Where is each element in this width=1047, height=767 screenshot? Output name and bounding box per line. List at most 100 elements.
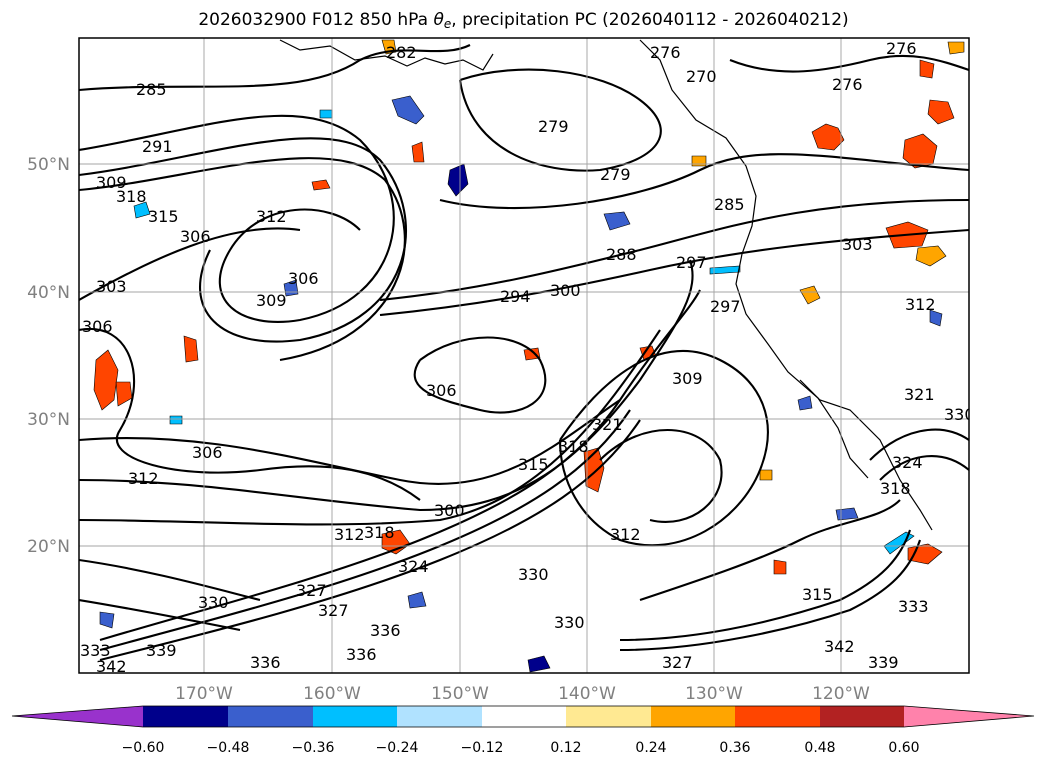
colorbar: −0.60 −0.48 −0.36 −0.24 −0.12 0.12 0.24 …: [11, 705, 1035, 756]
lat-label: 40°N: [27, 283, 70, 303]
colorbar-tick-label: −0.36: [292, 740, 335, 756]
contour-label: 318: [558, 437, 589, 456]
contour-label: 321: [904, 385, 935, 404]
contour-line: [619, 539, 921, 652]
contour-line: [79, 227, 301, 301]
precip-patch: [773, 559, 787, 575]
lon-label: 160°W: [303, 684, 361, 704]
colorbar-tick-label: −0.24: [376, 740, 419, 756]
contour-label: 294: [500, 287, 531, 306]
longitude-labels: 170°W 160°W 150°W 140°W 130°W 120°W: [175, 684, 870, 704]
contour-label: 333: [898, 597, 929, 616]
precip-patch: [319, 109, 333, 119]
contour-label: 309: [96, 173, 127, 192]
contour-label: 282: [386, 43, 417, 62]
contour-label: 279: [538, 117, 569, 136]
colorbar-tick-label: −0.48: [207, 740, 250, 756]
contour-label: 321: [592, 415, 623, 434]
lon-label: 130°W: [685, 684, 743, 704]
precip-patch: [407, 591, 427, 609]
colorbar-tick-label: 0.24: [635, 740, 666, 756]
contour-label: 318: [116, 187, 147, 206]
lon-label: 150°W: [431, 684, 489, 704]
contour-label: 285: [714, 195, 745, 214]
contour-line: [79, 598, 241, 632]
colorbar-tick-label: 0.36: [719, 740, 750, 756]
precip-patch: [799, 285, 821, 305]
contour-line: [79, 399, 621, 485]
contour-line: [79, 44, 471, 92]
contour-label: 315: [518, 455, 549, 474]
precip-patch: [169, 415, 183, 425]
colorbar-segment: [566, 706, 651, 727]
precip-patch: [759, 469, 773, 481]
contour-line: [729, 54, 969, 73]
contour-label: 279: [600, 165, 631, 184]
colorbar-segment: [228, 706, 313, 727]
contour-line: [79, 329, 661, 526]
contour-label: 315: [148, 207, 179, 226]
contour-label: 309: [256, 291, 287, 310]
contour-line: [99, 409, 631, 652]
precip-patch: [603, 211, 631, 231]
contour-label: 276: [886, 39, 917, 58]
colorbar-outline: [11, 705, 1035, 728]
map-frame: [78, 37, 970, 674]
colorbar-segment: [397, 706, 482, 727]
lat-label: 30°N: [27, 410, 70, 430]
contour-label: 297: [710, 297, 741, 316]
contour-label: 330: [944, 405, 975, 424]
contour-label: 312: [905, 295, 936, 314]
contour-label: 312: [128, 469, 159, 488]
precip-patch: [929, 309, 943, 327]
contour-label: 318: [880, 479, 911, 498]
colorbar-segment: [143, 706, 228, 727]
contour-label: 303: [842, 235, 873, 254]
contour-line: [379, 198, 969, 302]
contour-label: 312: [610, 525, 641, 544]
contour-line: [458, 68, 662, 172]
precip-patch: [93, 349, 119, 411]
contour-label: 336: [370, 621, 401, 640]
gridlines: [79, 38, 969, 673]
contour-label: 303: [96, 277, 127, 296]
contour-label: 327: [296, 581, 327, 600]
contour-label: 306: [180, 227, 211, 246]
colorbar-tick-label: 0.60: [888, 740, 919, 756]
precip-patch: [411, 141, 425, 163]
lat-label: 20°N: [27, 537, 70, 557]
precip-patch: [919, 59, 935, 79]
precip-patch: [947, 41, 965, 55]
contour-line: [869, 428, 969, 461]
colorbar-segment: [482, 706, 566, 727]
contour-label: 342: [824, 637, 855, 656]
contour-label: 276: [832, 75, 863, 94]
contour-label: 315: [802, 585, 833, 604]
contour-line: [99, 289, 701, 642]
colorbar-tick-label: 0.48: [804, 740, 835, 756]
precip-patch: [797, 395, 813, 411]
precip-patch: [915, 245, 947, 267]
colorbar-extend-high: [904, 706, 1034, 727]
colorbar-segment: [820, 706, 904, 727]
precip-patch: [133, 201, 151, 219]
coastline-alaska: [279, 39, 494, 71]
contour-label: 327: [662, 653, 693, 672]
contour-label: 306: [426, 381, 457, 400]
lon-label: 140°W: [558, 684, 616, 704]
contour-line: [413, 336, 547, 414]
precip-patch: [709, 265, 741, 275]
contour-label: 270: [686, 67, 717, 86]
colorbar-tick-label: −0.60: [122, 740, 165, 756]
contour-line: [619, 529, 911, 642]
contour-label: 339: [868, 653, 899, 672]
contour-line: [599, 429, 723, 523]
lat-label: 50°N: [27, 155, 70, 175]
contour-line: [79, 558, 261, 602]
contour-label: 291: [142, 137, 173, 156]
contour-label: 318: [364, 523, 395, 542]
contour-labels: 285 291 318 309 315 312 306 303 306 309 …: [80, 39, 975, 673]
contour-label: 330: [554, 613, 585, 632]
contour-label: 330: [198, 593, 229, 612]
colorbar-segment: [651, 706, 735, 727]
